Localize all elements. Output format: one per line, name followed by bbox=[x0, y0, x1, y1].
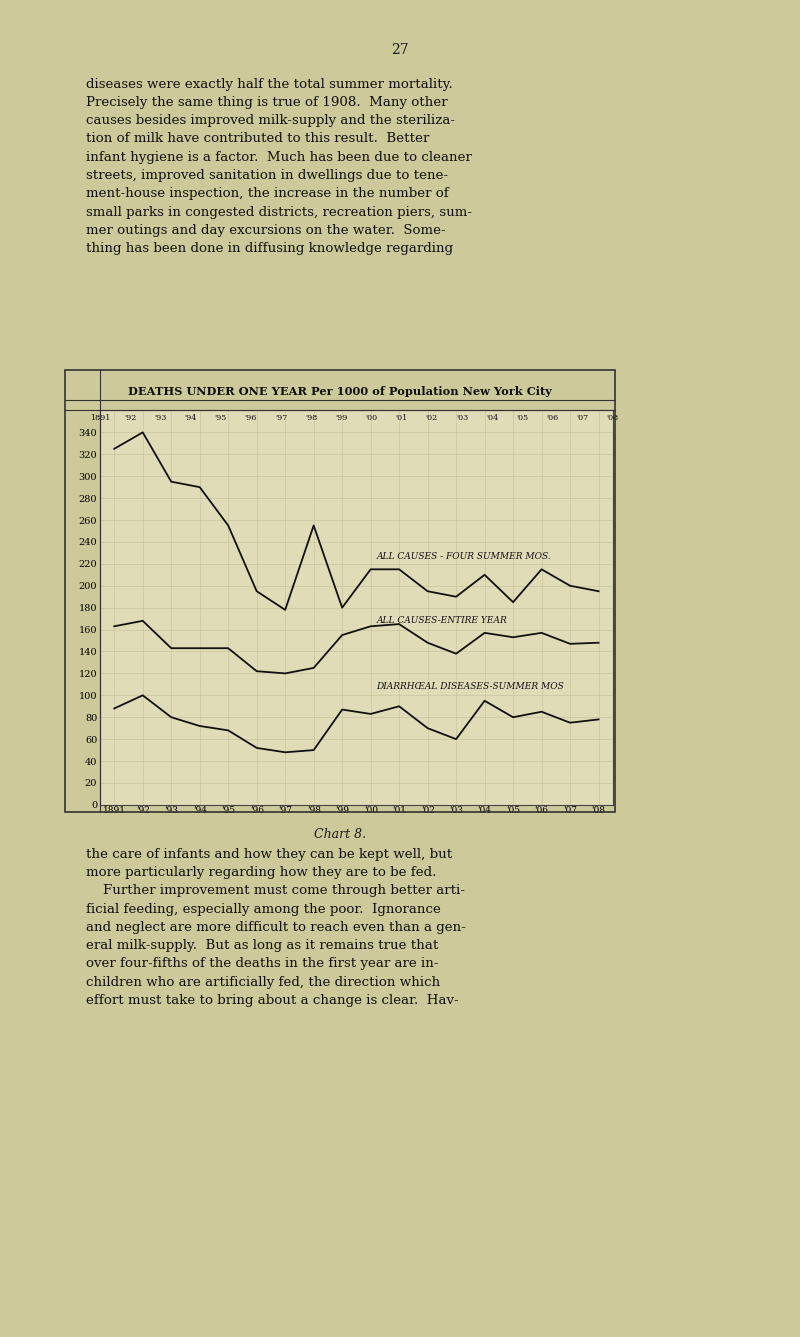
Text: diseases were exactly half the total summer mortality.
Precisely the same thing : diseases were exactly half the total sum… bbox=[86, 78, 472, 255]
Text: ALL CAUSES-ENTIRE YEAR: ALL CAUSES-ENTIRE YEAR bbox=[376, 616, 507, 626]
Text: Chart 8.: Chart 8. bbox=[314, 828, 366, 841]
Text: 27: 27 bbox=[391, 43, 409, 56]
Text: '99: '99 bbox=[335, 414, 347, 422]
Text: '03: '03 bbox=[456, 414, 468, 422]
Text: ALL CAUSES - FOUR SUMMER MOS.: ALL CAUSES - FOUR SUMMER MOS. bbox=[376, 552, 551, 560]
Text: '07: '07 bbox=[577, 414, 589, 422]
Text: '01: '01 bbox=[395, 414, 408, 422]
Text: '92: '92 bbox=[124, 414, 136, 422]
Text: DIARRHŒAL DISEASES-SUMMER MOS: DIARRHŒAL DISEASES-SUMMER MOS bbox=[376, 682, 564, 691]
Text: '04: '04 bbox=[486, 414, 498, 422]
Text: '05: '05 bbox=[516, 414, 528, 422]
Text: '93: '93 bbox=[154, 414, 166, 422]
Text: '02: '02 bbox=[426, 414, 438, 422]
Text: '08: '08 bbox=[606, 414, 619, 422]
Text: '96: '96 bbox=[245, 414, 257, 422]
Text: '00: '00 bbox=[366, 414, 378, 422]
Text: '06: '06 bbox=[546, 414, 558, 422]
Text: 1891: 1891 bbox=[90, 414, 110, 422]
Text: '98: '98 bbox=[305, 414, 318, 422]
Text: the care of infants and how they can be kept well, but
more particularly regardi: the care of infants and how they can be … bbox=[86, 848, 466, 1007]
Text: '94: '94 bbox=[184, 414, 197, 422]
Text: DEATHS UNDER ONE YEAR Per 1000 of Population New York City: DEATHS UNDER ONE YEAR Per 1000 of Popula… bbox=[128, 386, 552, 397]
Text: '97: '97 bbox=[275, 414, 287, 422]
Text: '95: '95 bbox=[214, 414, 226, 422]
